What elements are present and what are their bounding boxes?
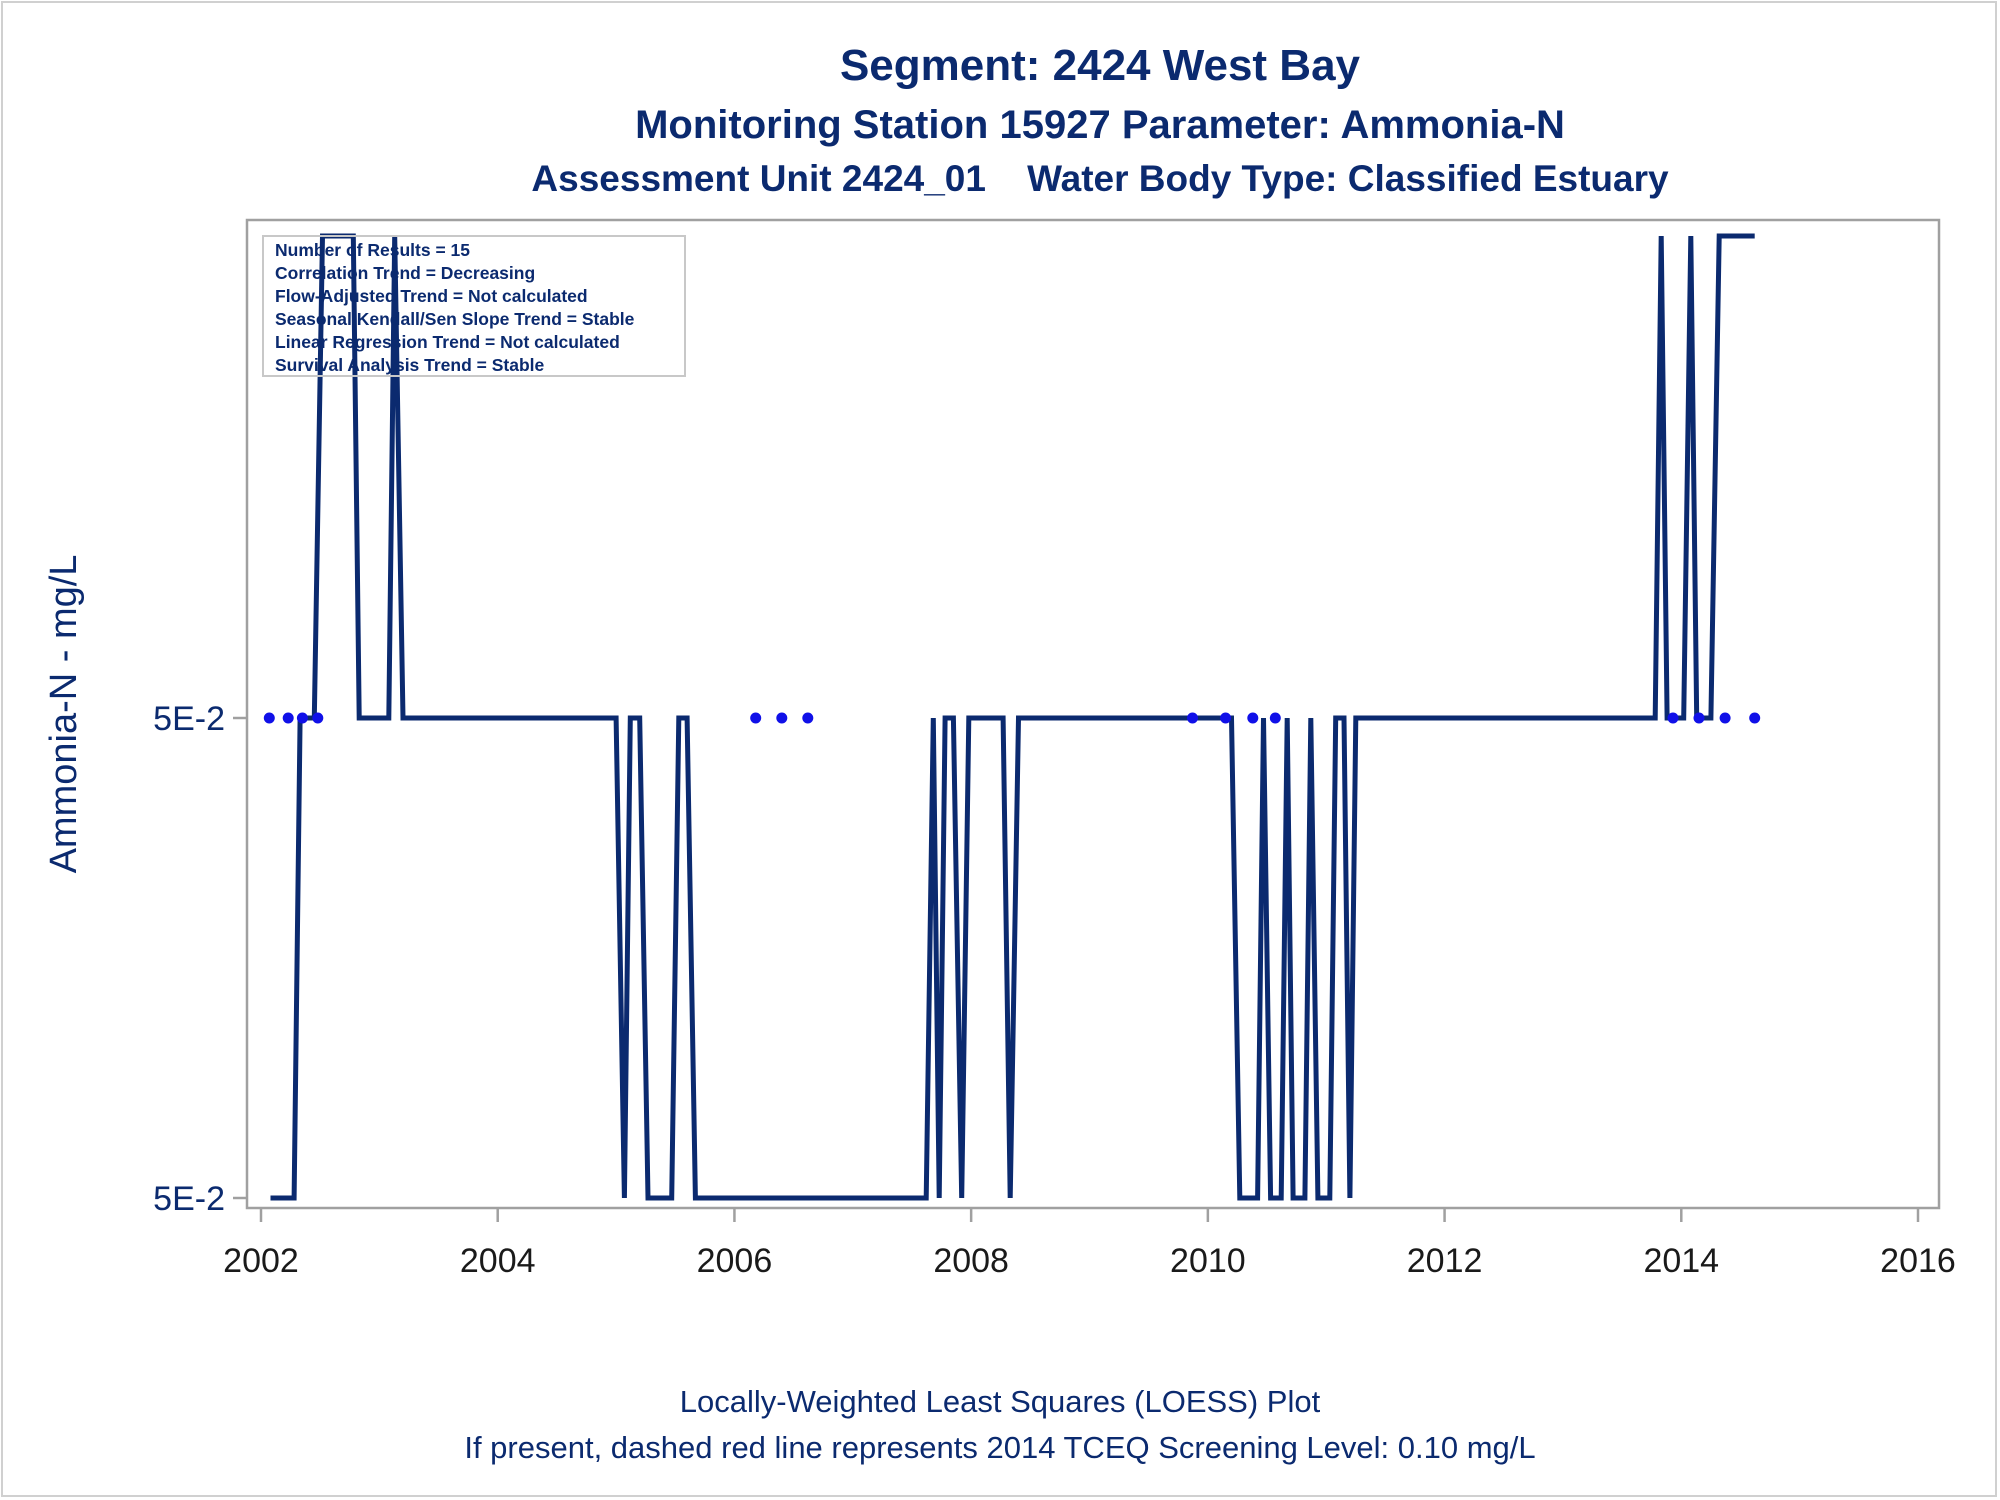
summary-correlation-trend: Correlation Trend = Decreasing xyxy=(275,263,535,283)
summary-flow-adjusted-trend: Flow-Adjusted Trend = Not calculated xyxy=(275,286,588,306)
x-tick-label: 2004 xyxy=(460,1242,536,1280)
data-point xyxy=(1220,712,1232,724)
x-tick-label: 2010 xyxy=(1170,1242,1246,1280)
data-point xyxy=(1247,712,1259,724)
data-point xyxy=(263,712,275,724)
loess-series xyxy=(270,233,1755,1201)
data-point xyxy=(296,712,308,724)
summary-number-of-results: Number of Results = 15 xyxy=(275,240,470,260)
summary-survival-analysis-trend: Survival Analysis Trend = Stable xyxy=(275,355,545,375)
x-tick-label: 2012 xyxy=(1407,1242,1483,1280)
data-point xyxy=(1187,712,1198,724)
data-point xyxy=(750,712,762,724)
data-point xyxy=(282,712,294,724)
y-axis-label: Ammonia-N - mg/L xyxy=(43,555,85,874)
chart-subtitle-assessment: Assessment Unit 2424_01 Water Body Type:… xyxy=(531,158,1669,199)
x-tick-label: 2016 xyxy=(1880,1242,1956,1280)
x-tick-label: 2008 xyxy=(933,1242,1009,1280)
trend-summary-box: Number of Results = 15 Correlation Trend… xyxy=(262,235,686,377)
loess-line xyxy=(270,233,1755,1201)
data-point xyxy=(1749,712,1761,724)
chart-title: Segment: 2424 West Bay xyxy=(840,41,1361,90)
x-axis: 2002 2004 2006 2008 2010 2012 2014 2016 xyxy=(223,1208,1956,1280)
summary-linear-regression-trend: Linear Regression Trend = Not calculated xyxy=(275,332,620,352)
summary-seasonal-kendall-trend: Seasonal Kendall/Sen Slope Trend = Stabl… xyxy=(275,309,635,329)
x-tick-label: 2006 xyxy=(697,1242,773,1280)
data-point xyxy=(776,712,788,724)
observation-series xyxy=(263,712,1761,724)
data-point xyxy=(1693,712,1705,724)
footnote-loess: Locally-Weighted Least Squares (LOESS) P… xyxy=(680,1384,1321,1419)
x-tick-label: 2002 xyxy=(223,1242,299,1280)
data-point xyxy=(1269,712,1281,724)
plot-area xyxy=(245,218,1941,1210)
data-point xyxy=(802,712,814,724)
y-tick-label: 5E-2 xyxy=(153,700,225,738)
y-tick-label: 5E-2 xyxy=(153,1180,225,1218)
data-point xyxy=(1667,712,1679,724)
x-tick-label: 2014 xyxy=(1643,1242,1719,1280)
trend-summary-border xyxy=(262,235,686,377)
data-point xyxy=(1719,712,1731,724)
chart-subtitle-station: Monitoring Station 15927 Parameter: Ammo… xyxy=(635,103,1565,147)
footnote-screening-level: If present, dashed red line represents 2… xyxy=(464,1430,1535,1465)
data-point xyxy=(312,712,324,724)
y-axis: 5E-2 5E-2 xyxy=(153,700,247,1218)
